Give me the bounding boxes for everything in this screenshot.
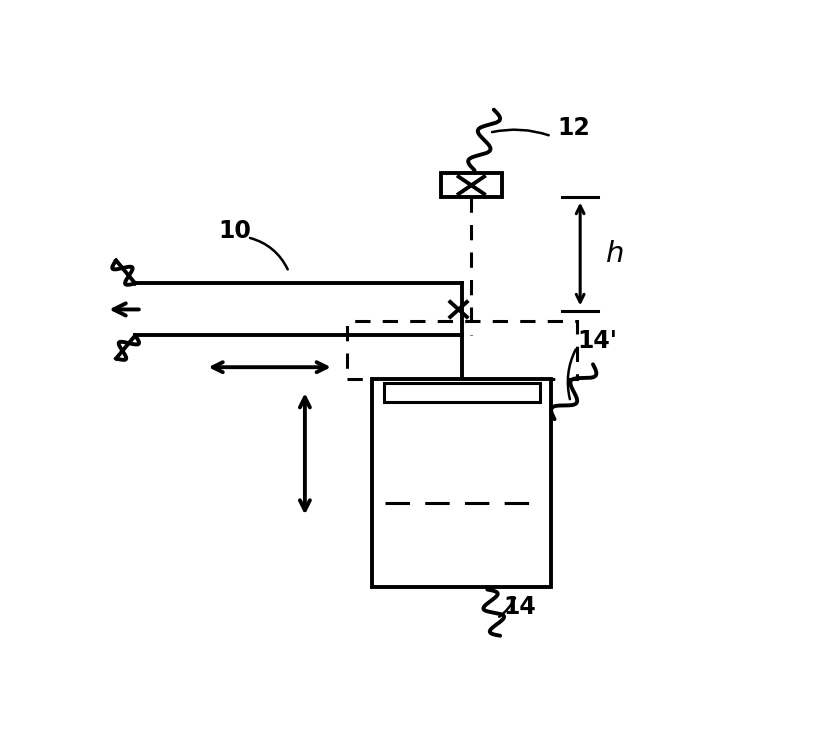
Text: 10: 10 <box>218 220 251 244</box>
Text: h: h <box>606 240 624 268</box>
Bar <box>372 379 552 586</box>
Bar <box>347 321 577 379</box>
Text: 14': 14' <box>577 329 617 353</box>
Bar <box>441 173 501 197</box>
Text: 14: 14 <box>503 595 536 619</box>
Text: 12: 12 <box>558 116 590 140</box>
Bar <box>383 383 540 402</box>
